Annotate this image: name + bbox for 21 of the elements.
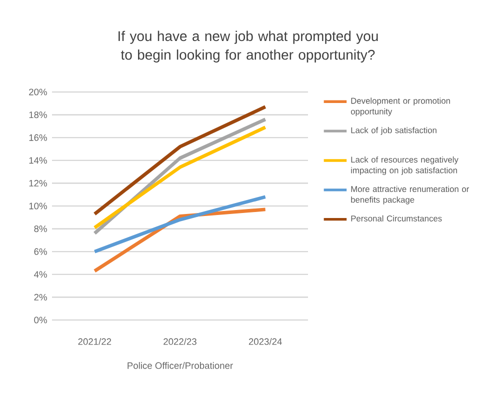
x-tick-label: 2021/22 bbox=[78, 338, 112, 345]
y-tick-label: 4% bbox=[34, 271, 47, 278]
x-tick-label: 2022/23 bbox=[164, 338, 196, 345]
y-tick-label: 18% bbox=[29, 112, 47, 118]
y-tick-label: 0% bbox=[34, 316, 47, 324]
y-tick-label: 2% bbox=[34, 294, 47, 300]
y-tick-label: 12% bbox=[29, 180, 47, 186]
x-tick-label: 2023/24 bbox=[248, 338, 282, 345]
y-tick-label: 14% bbox=[29, 157, 47, 164]
legend-label: Personal Circumstances bbox=[351, 215, 442, 222]
y-tick-label: 20% bbox=[29, 88, 47, 96]
legend-label: Lack of job satisfaction bbox=[351, 127, 436, 135]
chart-title: If you have a new job what prompted you to begin looking for another opportunity? bbox=[118, 30, 378, 63]
legend-label: Development or promotion opportunity bbox=[350, 98, 450, 116]
y-tick-label: 10% bbox=[29, 202, 47, 210]
legend-label: Lack of resources negatively impacting on job satisfaction bbox=[351, 156, 458, 175]
legend-label: More attractive renumeration or benefits package bbox=[351, 186, 470, 204]
y-tick-label: 16% bbox=[29, 134, 47, 141]
y-tick-label: 8% bbox=[34, 226, 47, 232]
x-axis-title: Police Officer/Probationer bbox=[128, 362, 233, 369]
y-tick-label: 6% bbox=[34, 248, 47, 255]
